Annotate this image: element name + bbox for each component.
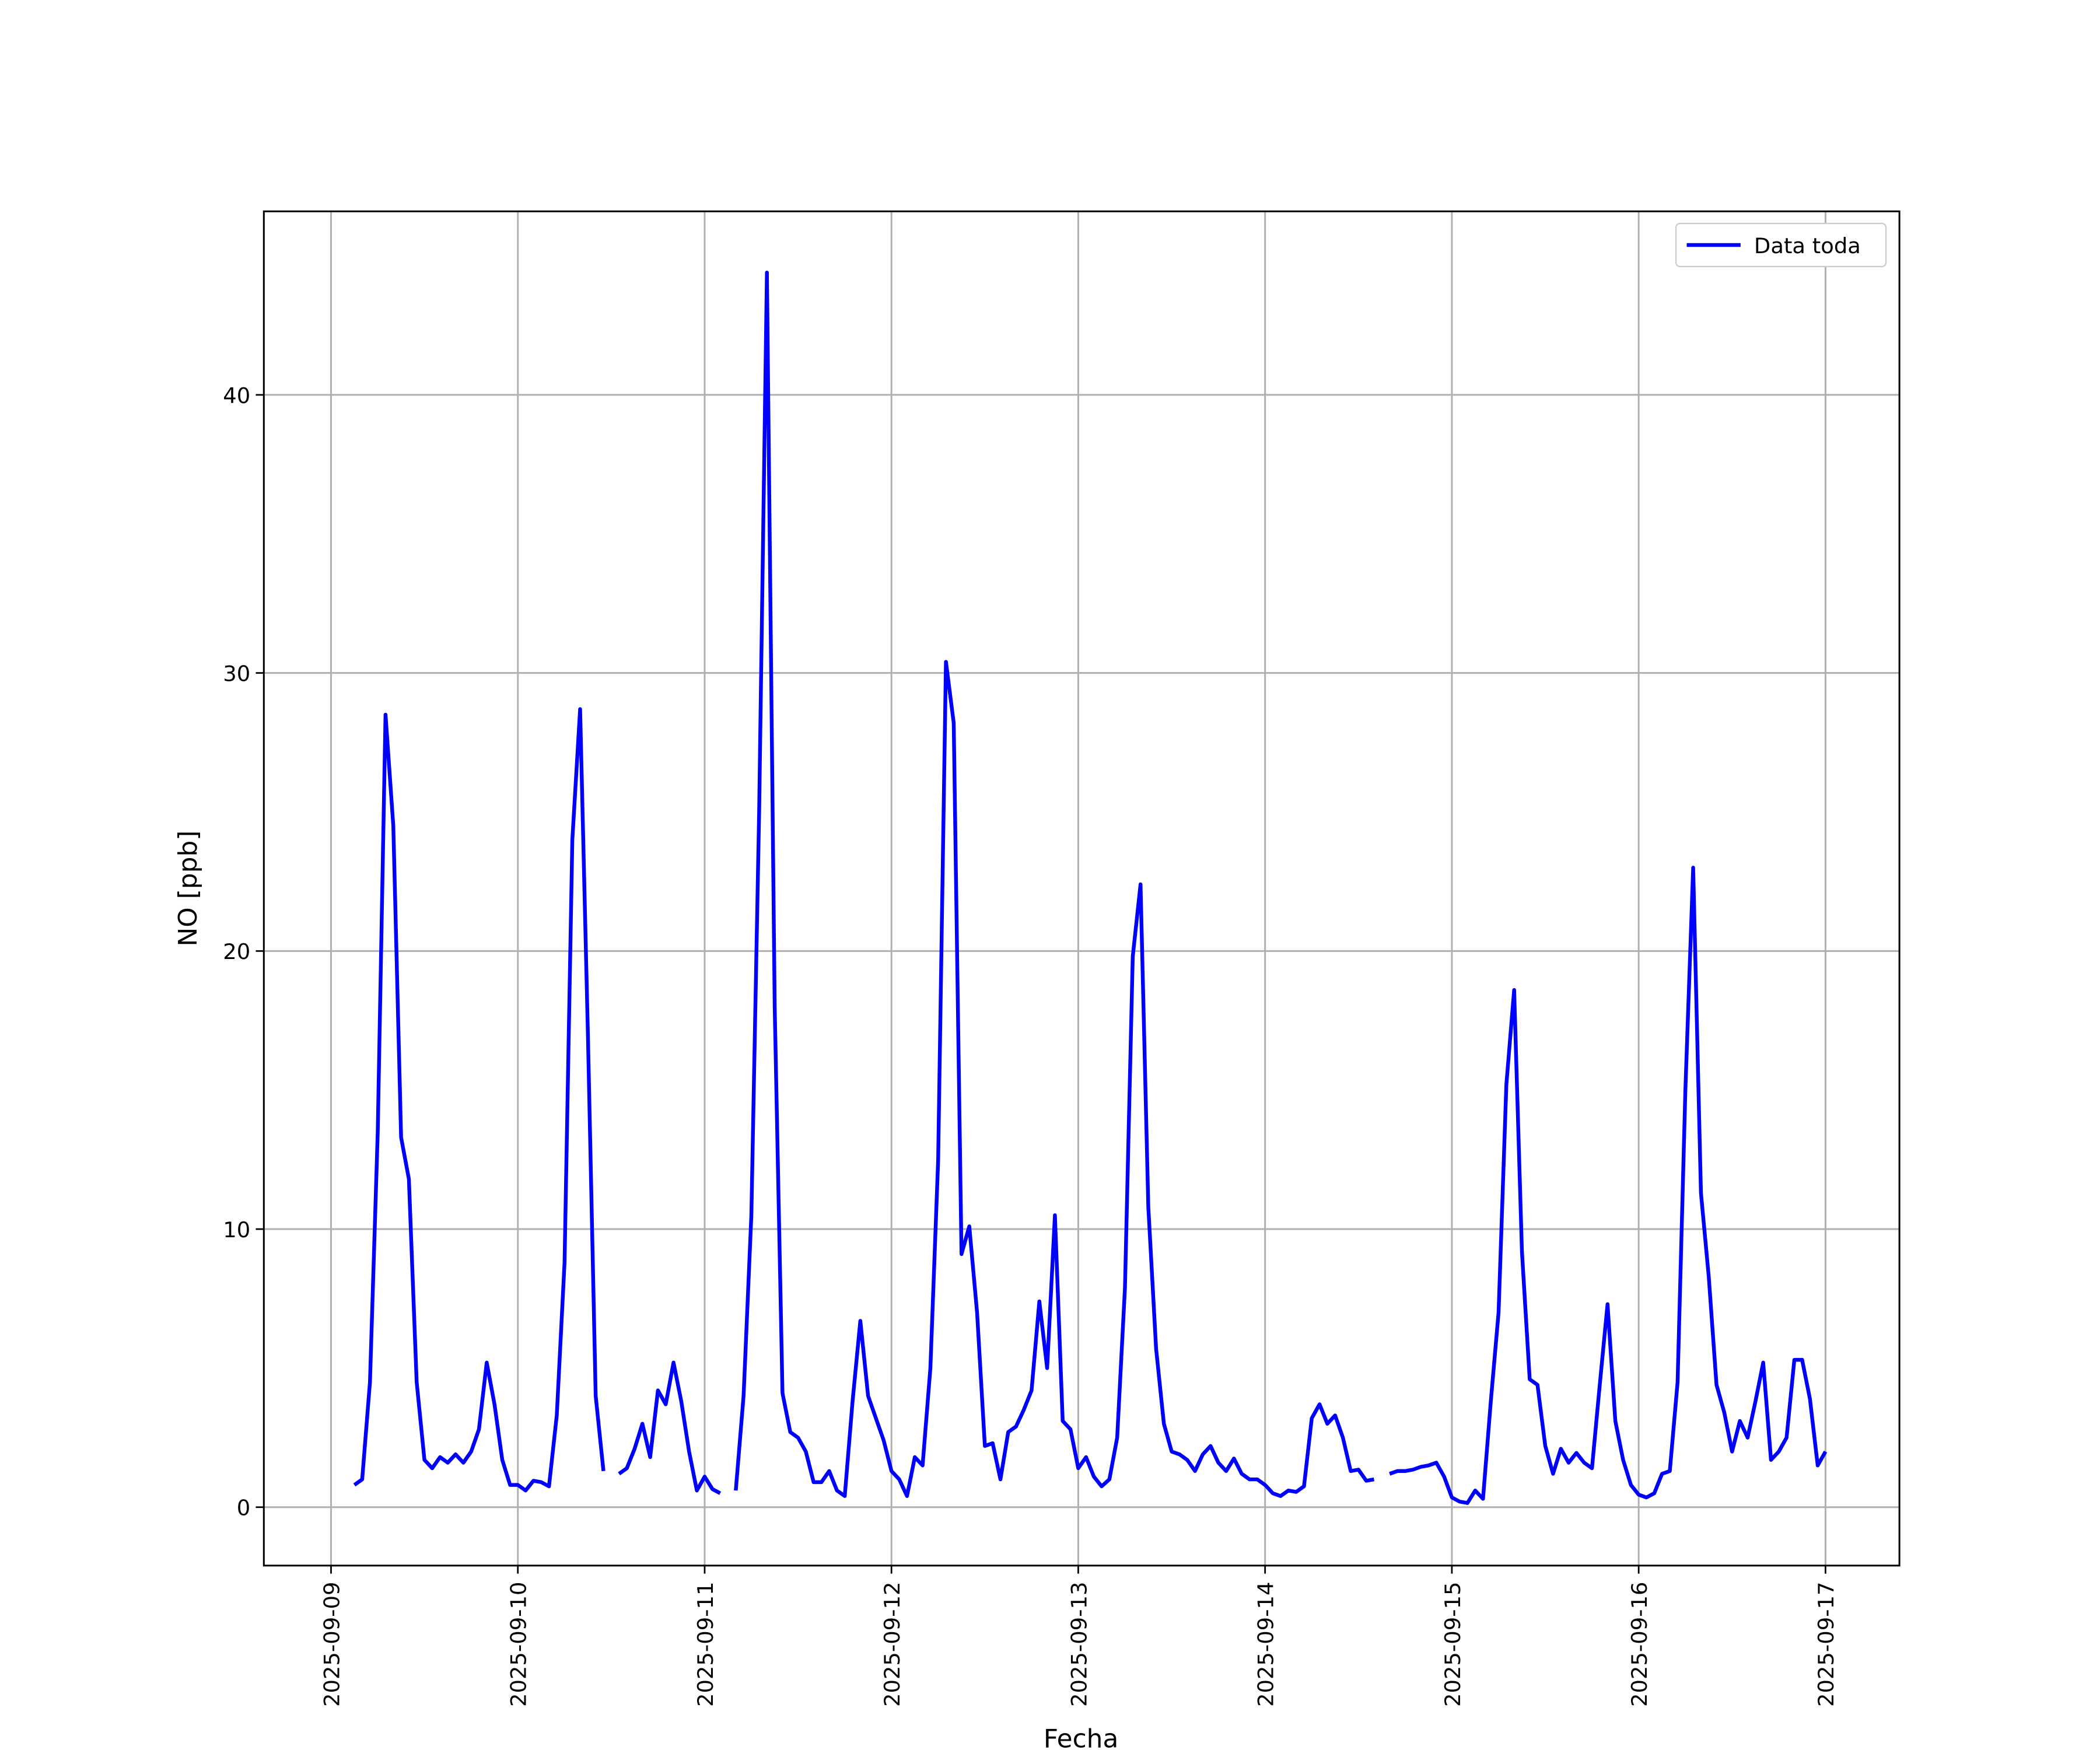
y-tick-label: 10 [223, 1217, 250, 1242]
legend-label: Data toda [1754, 233, 1861, 258]
x-tick-label: 2025-09-10 [506, 1582, 531, 1707]
plot-frame [262, 210, 1901, 1567]
y-tick-label: 20 [223, 939, 250, 964]
data-line [353, 707, 606, 1493]
x-tick-label: 2025-09-13 [1066, 1582, 1091, 1707]
x-tick-label: 2025-09-12 [880, 1582, 905, 1707]
data-line [734, 270, 1375, 1498]
data-line [618, 1360, 722, 1495]
legend-box [1675, 222, 1887, 268]
data-line [1389, 866, 1828, 1505]
x-tick-label: 2025-09-16 [1627, 1582, 1652, 1707]
x-tick-label: 2025-09-14 [1254, 1582, 1279, 1707]
x-tick-label: 2025-09-09 [319, 1582, 344, 1707]
y-tick-label: 40 [223, 383, 250, 408]
x-axis-label: Fecha [1044, 1724, 1119, 1750]
y-tick-label: 0 [237, 1496, 250, 1521]
x-tick-label: 2025-09-17 [1814, 1582, 1839, 1707]
x-tick-label: 2025-09-15 [1440, 1582, 1465, 1707]
y-tick-label: 30 [223, 661, 250, 686]
y-axis-label: NO [ppb] [173, 831, 203, 947]
x-tick-label: 2025-09-11 [693, 1582, 718, 1707]
